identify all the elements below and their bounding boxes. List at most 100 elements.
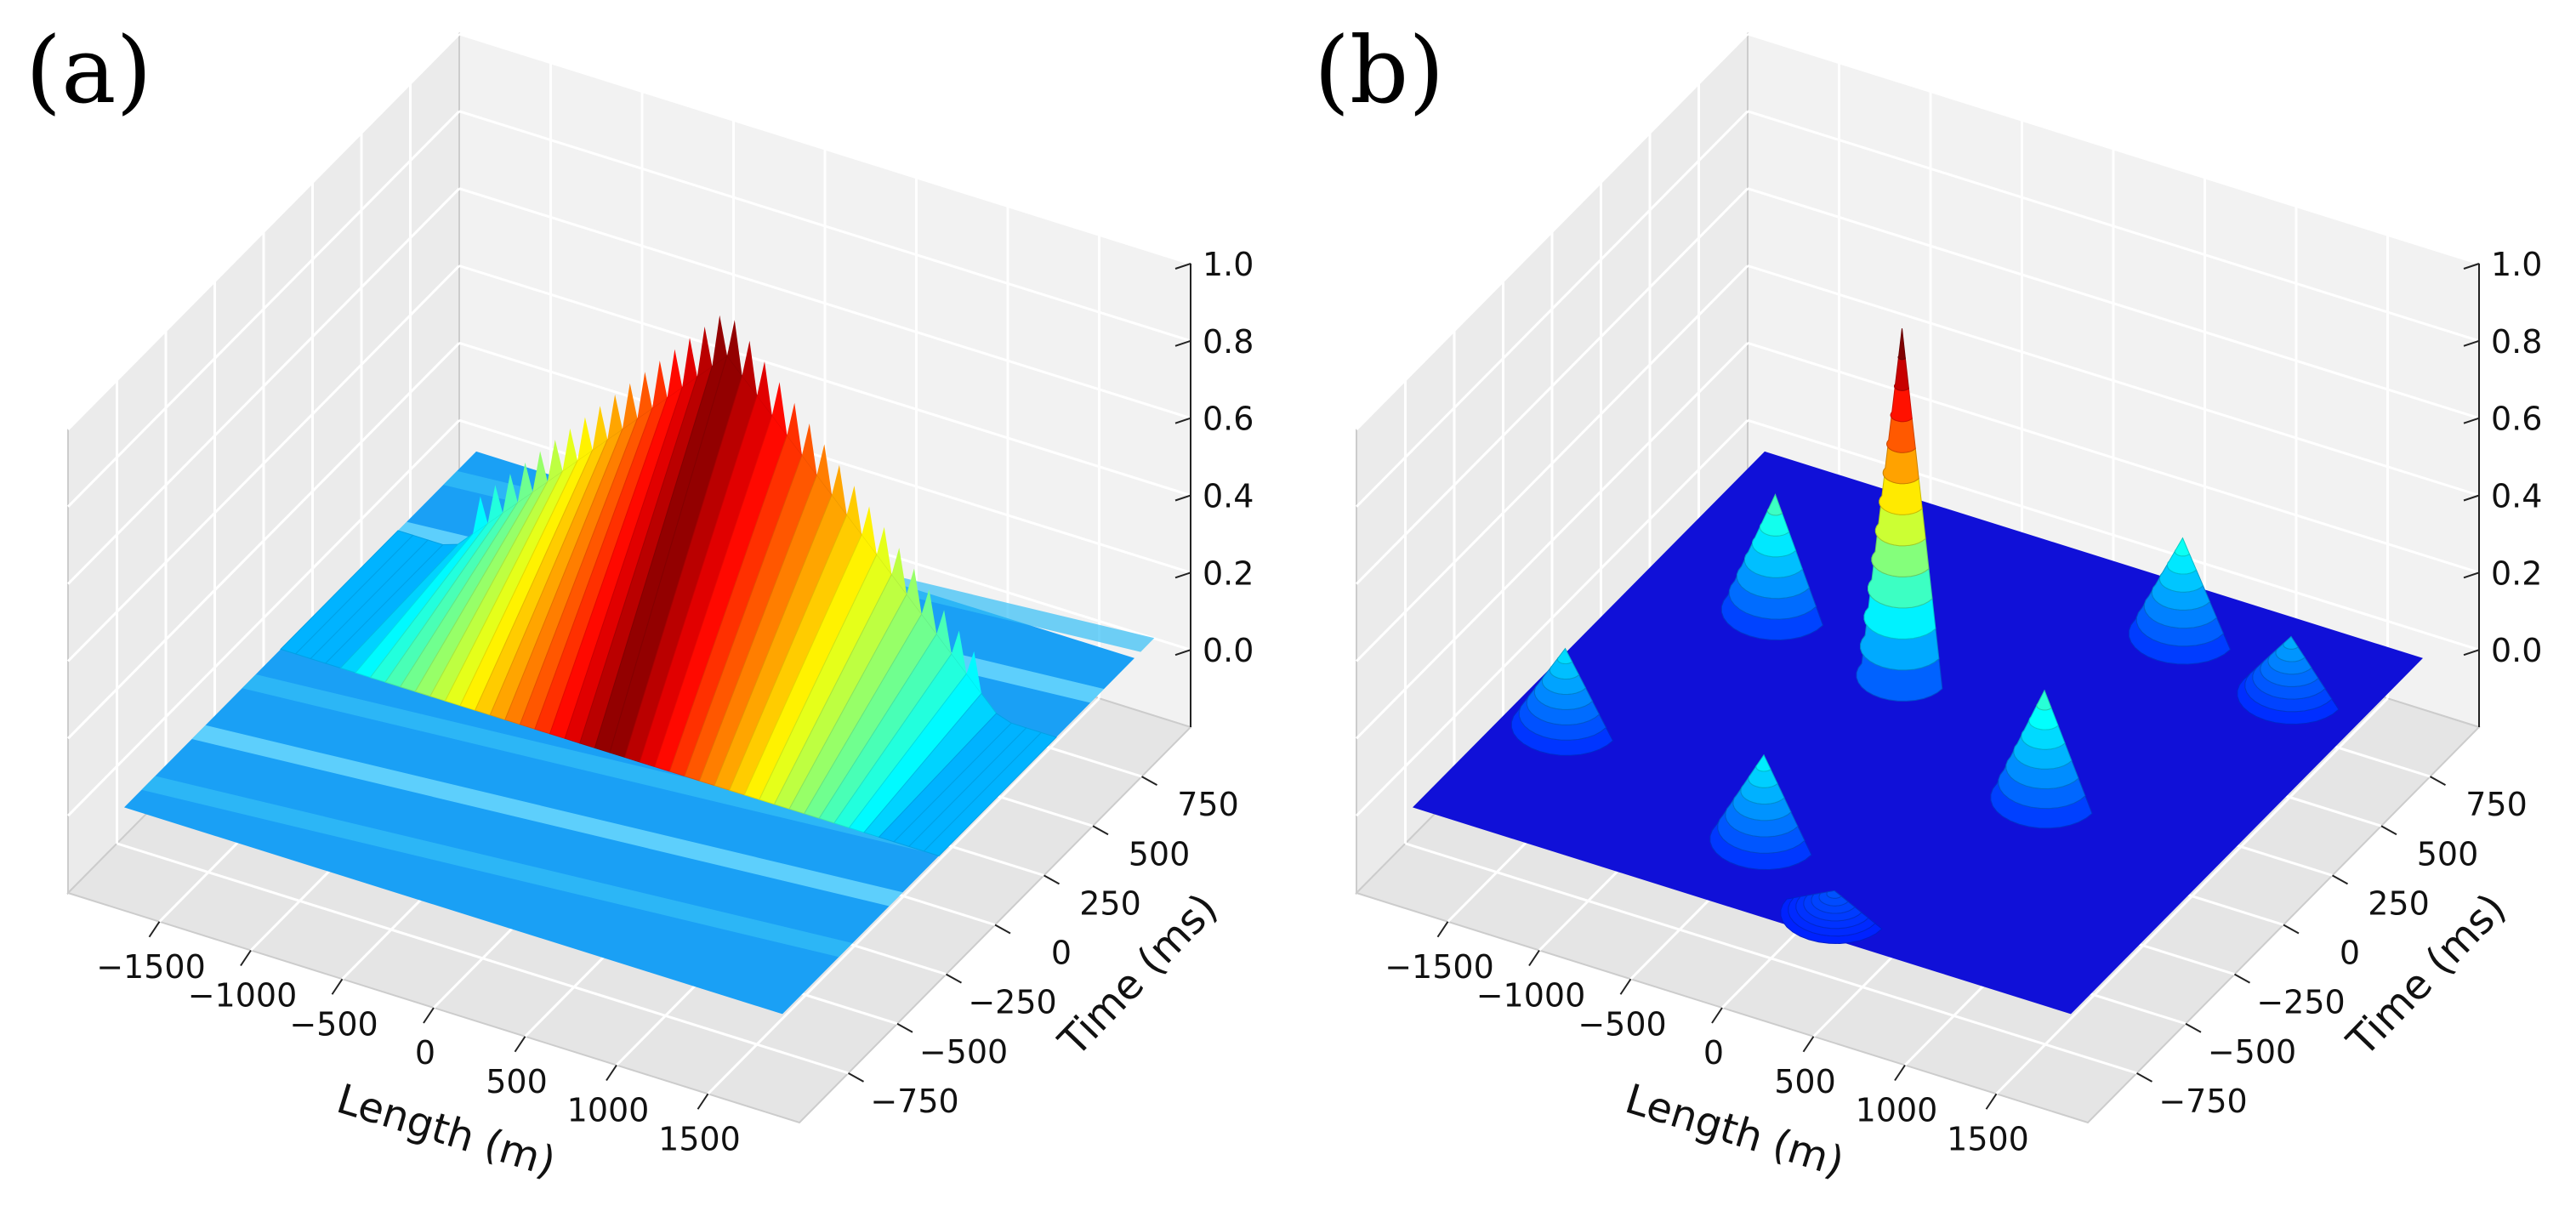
y-tick xyxy=(1092,825,1109,836)
peak-layer xyxy=(2175,537,2191,557)
y-tick xyxy=(2234,973,2250,984)
peak-mound xyxy=(1709,753,1812,871)
panel-label-a: (a) xyxy=(26,18,152,124)
ridge-spike xyxy=(562,428,578,471)
x-tick xyxy=(514,1036,526,1053)
z-tick-label: 0.0 xyxy=(2491,632,2542,669)
ridge-spike xyxy=(503,474,518,514)
y-tick xyxy=(1043,874,1060,885)
peak-mound xyxy=(2237,635,2340,725)
z-tick xyxy=(2463,263,2480,270)
ridge-spike xyxy=(652,361,668,408)
ridge-spike xyxy=(473,496,488,534)
x-tick-label: 1500 xyxy=(658,1120,741,1157)
panel-a-plot: 0.00.20.40.60.81.0−1500−1000−50005001000… xyxy=(26,18,1254,1186)
z-tick xyxy=(1174,263,1191,270)
x-tick-label: −1000 xyxy=(1476,977,1586,1015)
peak-layer xyxy=(2283,635,2299,650)
z-tick xyxy=(2463,339,2480,347)
y-tick xyxy=(2136,1072,2152,1083)
ridge-spike xyxy=(637,372,652,419)
y-tick-label: 0 xyxy=(1051,935,1072,972)
y-tick-label: 0 xyxy=(2340,935,2360,972)
peak-layer xyxy=(2036,689,2052,711)
ridge-spike xyxy=(771,382,788,435)
ridge-spike xyxy=(891,548,907,594)
grid-back-z xyxy=(1747,418,2480,651)
y-tick xyxy=(2332,874,2348,885)
y-tick xyxy=(1141,776,1157,786)
x-tick xyxy=(331,978,344,995)
z-tick xyxy=(1174,339,1191,347)
grid-back-z xyxy=(1747,187,2480,420)
x-tick-label: 1500 xyxy=(1947,1120,2029,1157)
floor-band xyxy=(242,674,953,856)
peak-mound xyxy=(1990,689,2093,829)
ridge-spike xyxy=(712,315,727,367)
y-tick-label: 750 xyxy=(1177,786,1239,823)
x-tick-label: −1500 xyxy=(1385,948,1494,986)
y-tick xyxy=(994,924,1011,935)
grid-back-z xyxy=(458,264,1191,497)
x-tick xyxy=(240,949,252,967)
z-tick xyxy=(1174,417,1191,424)
z-tick xyxy=(1174,649,1191,657)
floor-band xyxy=(191,725,903,907)
ridge-spike xyxy=(816,444,833,495)
peak-layer xyxy=(1755,753,1771,772)
grid-left-z xyxy=(1355,32,1749,431)
z-tick xyxy=(2463,649,2480,657)
grid-floor-y xyxy=(117,842,849,1075)
ridge-spike xyxy=(876,526,892,575)
panel-b-plot: 0.00.20.40.60.81.0−1500−1000−50005001000… xyxy=(1314,18,2542,1186)
ridge-spike xyxy=(787,402,802,456)
ridge-spike xyxy=(682,338,697,388)
peak-layer xyxy=(1826,890,1842,899)
z-tick-label: 0.2 xyxy=(1203,554,1254,592)
grid-back-z xyxy=(458,110,1191,343)
grid-back-z xyxy=(1747,341,2480,574)
ridge-spike xyxy=(487,485,503,524)
peak-mound xyxy=(2128,537,2232,665)
x-tick xyxy=(1528,949,1540,967)
grid-back-z xyxy=(1747,110,2480,343)
grid-back-z xyxy=(1747,32,2480,265)
y-tick xyxy=(848,1072,864,1083)
grid-left-z xyxy=(1355,419,1749,817)
peak-mound xyxy=(1510,647,1614,756)
ridge-spike xyxy=(697,327,713,377)
ridge-spike xyxy=(517,462,533,503)
y-tick xyxy=(896,1022,913,1033)
surface-a xyxy=(124,315,1155,1015)
y-tick xyxy=(2283,924,2300,935)
z-tick-label: 1.0 xyxy=(1203,246,1254,283)
ridge-spike xyxy=(547,440,563,482)
y-tick-label: −250 xyxy=(968,984,1056,1021)
z-tick-label: 0.2 xyxy=(2491,554,2542,592)
z-tick-label: 0.6 xyxy=(1203,401,1254,438)
x-tick xyxy=(423,1007,435,1024)
y-tick xyxy=(2185,1022,2202,1033)
ridge-spike xyxy=(727,320,742,376)
z-tick-label: 0.8 xyxy=(2491,323,2542,361)
surface-b xyxy=(1413,328,2423,1015)
grid-back-z xyxy=(458,32,1191,265)
panel-a: 0.0 0.2 0.4 0.6 0.8 1.0 −1500 −1000 −500 0 500 1000… xyxy=(26,18,1254,1186)
grid-left-z xyxy=(1355,342,1749,740)
z-tick-label: 0.4 xyxy=(1203,478,1254,515)
peak-layer xyxy=(1767,493,1783,516)
x-tick-label: −500 xyxy=(289,1005,378,1043)
peak-mound xyxy=(1720,493,1823,641)
x-tick-label: 1000 xyxy=(567,1092,650,1129)
x-tick-label: −1500 xyxy=(96,948,206,986)
ridge-spike xyxy=(607,394,623,440)
y-tick xyxy=(946,973,962,984)
y-tick xyxy=(2430,776,2446,786)
x-tick xyxy=(148,921,161,938)
ridge-spike xyxy=(832,464,847,515)
ridge-spike xyxy=(577,417,593,461)
ridge-spike xyxy=(532,451,548,492)
x-tick-label: 500 xyxy=(486,1063,548,1100)
ridge-spike xyxy=(622,383,638,429)
ridge-spike xyxy=(951,630,967,674)
